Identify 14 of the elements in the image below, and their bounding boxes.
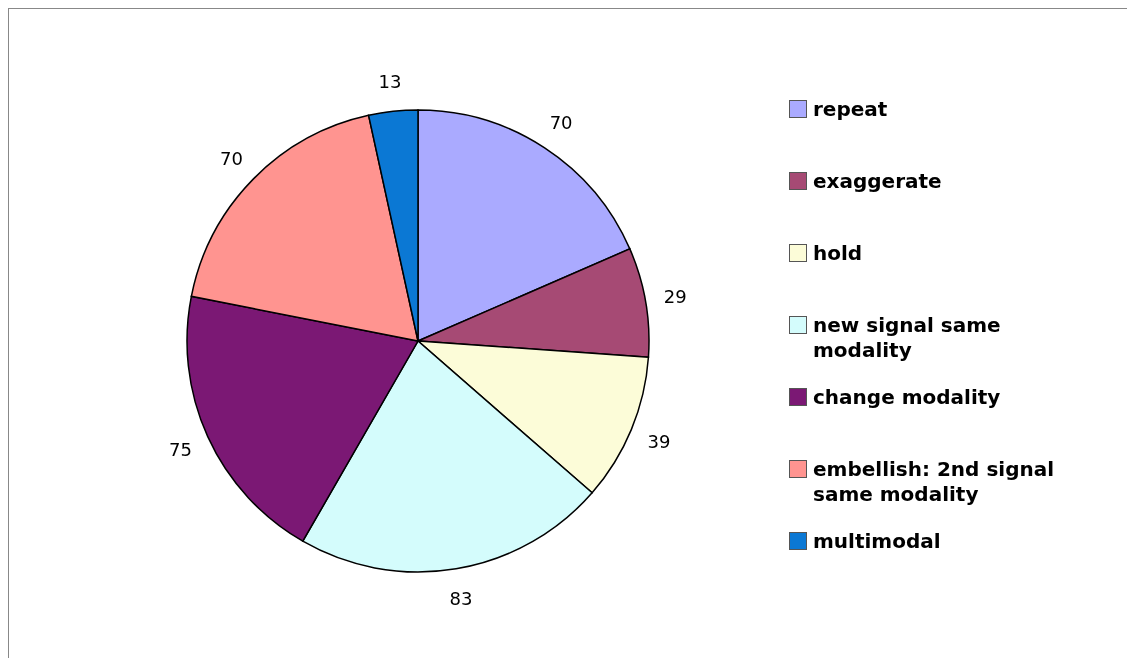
legend-label: exaggerate xyxy=(813,169,943,194)
data-label: 75 xyxy=(168,438,192,460)
legend-label: new signal same modality xyxy=(813,313,1002,363)
data-label: 13 xyxy=(378,71,402,93)
legend-label: hold xyxy=(813,241,864,266)
data-label: 83 xyxy=(449,587,473,609)
data-label: 70 xyxy=(549,112,573,134)
legend-label: multimodal xyxy=(813,529,942,554)
data-label: 29 xyxy=(663,286,687,308)
legend-label: embellish: 2nd signal same modality xyxy=(813,457,1056,507)
data-label: 70 xyxy=(220,147,243,169)
data-label: 39 xyxy=(647,430,671,452)
legend-label: change modality xyxy=(813,385,1002,410)
legend-label: repeat xyxy=(813,97,889,122)
